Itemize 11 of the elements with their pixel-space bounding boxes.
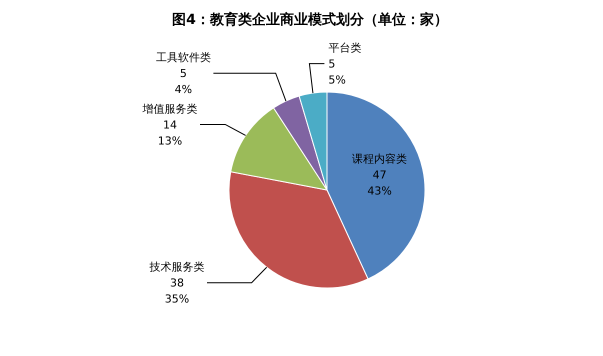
- data-label: 5 5%: [328, 58, 346, 87]
- data-label: 38 35%: [164, 276, 190, 306]
- slice-label: 工具软件类: [156, 51, 211, 64]
- slice-label: 平台类: [328, 42, 362, 55]
- data-label: 5 4%: [174, 67, 192, 96]
- slice-label: 课程内容类: [352, 152, 408, 166]
- slice-label: 技术服务类: [148, 260, 204, 274]
- data-label: 47 43%: [367, 168, 392, 198]
- data-label: 14 13%: [158, 118, 182, 148]
- chart-title: 图4：教育类企业商业模式划分（单位：家）: [172, 11, 448, 28]
- slice-label: 增值服务类: [142, 102, 198, 116]
